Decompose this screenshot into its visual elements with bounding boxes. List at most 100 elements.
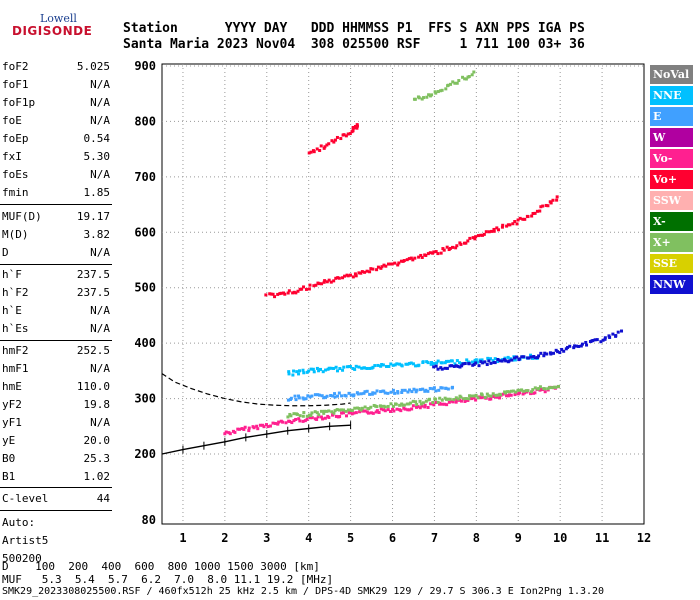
data-point	[518, 216, 522, 220]
data-point	[434, 250, 438, 254]
data-point	[472, 70, 476, 74]
data-point	[288, 420, 292, 424]
data-point	[579, 344, 583, 348]
data-point	[526, 356, 530, 360]
data-point	[380, 265, 384, 269]
data-point	[312, 284, 316, 288]
data-point	[329, 394, 333, 398]
footer-muf: MUF 5.3 5.4 5.7 6.2 7.0 8.0 11.1 19.2 [M…	[2, 573, 334, 586]
data-point	[363, 405, 367, 409]
data-point	[432, 365, 436, 369]
data-point	[380, 362, 384, 366]
data-point	[555, 198, 559, 202]
data-point	[315, 147, 319, 151]
data-point	[448, 364, 452, 368]
data-point	[413, 97, 417, 101]
data-point	[412, 387, 416, 391]
data-point	[369, 405, 373, 409]
data-point	[515, 355, 519, 359]
data-point	[348, 365, 352, 369]
data-point	[273, 295, 277, 299]
data-point	[446, 397, 450, 401]
data-point	[276, 292, 280, 296]
data-point	[442, 248, 446, 252]
data-point	[543, 351, 547, 355]
data-point	[447, 400, 451, 404]
data-point	[468, 236, 472, 240]
param-value: 110.0	[76, 380, 110, 393]
data-point	[288, 412, 292, 416]
data-point	[479, 392, 483, 396]
data-point	[509, 393, 513, 397]
data-point	[591, 339, 595, 343]
data-point	[294, 412, 298, 416]
data-point	[479, 396, 483, 400]
data-point	[574, 344, 578, 348]
data-point	[371, 391, 375, 395]
data-point	[326, 414, 330, 418]
data-point	[480, 358, 484, 362]
data-point	[292, 369, 296, 373]
data-point	[531, 391, 535, 395]
data-point	[391, 388, 395, 392]
param-key: yE	[2, 434, 16, 447]
data-point	[417, 96, 421, 100]
param-B0: B0 25.3	[2, 450, 110, 468]
data-point	[325, 143, 329, 147]
data-point	[294, 398, 298, 402]
data-point	[300, 287, 304, 291]
data-point	[352, 394, 356, 398]
data-point	[566, 345, 570, 349]
data-point	[365, 389, 369, 393]
data-point	[485, 363, 489, 367]
param-hF2: h`F2 237.5	[2, 284, 110, 302]
data-point	[431, 402, 435, 406]
data-point	[483, 395, 487, 399]
data-point	[317, 282, 321, 286]
data-point	[336, 394, 340, 398]
data-point	[498, 396, 502, 400]
data-point	[382, 389, 386, 393]
data-point	[349, 410, 353, 414]
data-point	[471, 360, 475, 364]
data-point	[500, 225, 504, 229]
data-point	[438, 401, 442, 405]
data-point	[358, 409, 362, 413]
data-point	[502, 358, 506, 362]
data-point	[517, 358, 521, 362]
data-point	[360, 406, 364, 410]
data-point	[307, 369, 311, 373]
data-point	[422, 96, 426, 100]
separator	[0, 204, 112, 205]
data-point	[430, 93, 434, 97]
data-point	[337, 391, 341, 395]
data-point	[359, 271, 363, 275]
data-point	[506, 394, 510, 398]
data-point	[307, 415, 311, 419]
data-point	[389, 402, 393, 406]
param-key: h`E	[2, 304, 22, 317]
param-value: 1.85	[83, 186, 111, 199]
data-point	[243, 425, 247, 429]
data-point	[396, 263, 400, 267]
data-point	[531, 388, 535, 392]
data-point	[439, 251, 443, 255]
data-point	[393, 363, 397, 367]
data-point	[525, 214, 529, 218]
data-point	[489, 357, 493, 361]
data-point	[227, 431, 231, 435]
data-points	[223, 70, 624, 436]
data-point	[538, 209, 542, 213]
data-point	[453, 362, 457, 366]
data-point	[335, 408, 339, 412]
data-point	[513, 220, 517, 224]
data-point	[548, 200, 552, 204]
data-point	[457, 79, 461, 83]
data-point	[287, 289, 291, 293]
data-point	[319, 415, 323, 419]
data-point	[405, 258, 409, 262]
data-point	[464, 397, 468, 401]
legend-item: X-	[650, 212, 693, 231]
data-point	[350, 408, 354, 412]
param-key: foF2	[2, 60, 29, 73]
